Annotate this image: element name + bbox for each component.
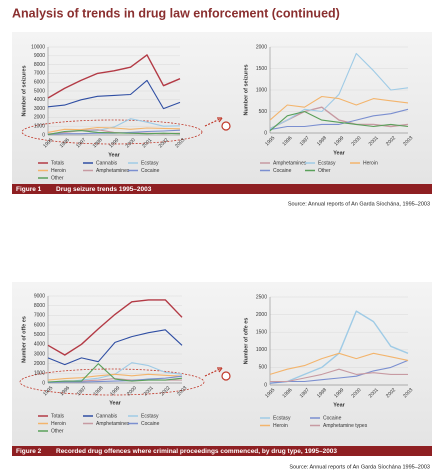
y-tick-label: 500	[259, 365, 268, 371]
y-axis-title: Number of seizures	[243, 64, 249, 115]
legend-label: Amphetamine types	[323, 423, 368, 429]
y-axis-title: Number of offe es	[21, 316, 27, 363]
legend-label: Heroin	[51, 421, 66, 427]
x-axis-title: Year	[108, 152, 120, 158]
y-tick-label: 2000	[256, 44, 267, 50]
y-tick-label: 7000	[34, 71, 45, 77]
legend-label: Cocaine	[323, 415, 342, 421]
series-line	[269, 106, 409, 130]
legend-label: Amphetamines	[96, 168, 130, 174]
series-line	[47, 373, 183, 381]
legend-label: Amphetamines	[273, 160, 307, 166]
y-tick-label: 2000	[256, 312, 267, 318]
legend-label: Cannabis	[96, 413, 118, 419]
legend-label: Ecstasy	[141, 413, 159, 419]
legend-label: Other	[51, 175, 64, 181]
legend-label: Cannabis	[96, 160, 118, 166]
y-tick-label: 6000	[34, 322, 45, 328]
legend-label: Ecstasy	[318, 160, 336, 166]
figure-source: Source: Annual reports of An Garda Síoch…	[288, 201, 430, 207]
legend-label: Cocaine	[141, 168, 160, 174]
y-tick-label: 500	[259, 109, 268, 115]
y-tick-label: 1500	[256, 330, 267, 336]
y-tick-label: 1500	[256, 66, 267, 72]
series-line	[47, 130, 181, 136]
y-tick-label: 2500	[256, 294, 267, 300]
y-tick-label: 4000	[34, 97, 45, 103]
legend-label: Ecstasy	[273, 415, 291, 421]
highlight-ellipse	[19, 368, 205, 396]
figure-panel	[12, 282, 432, 446]
legend-label: Amphetamines	[96, 421, 130, 427]
legend-label: Heroin	[273, 423, 288, 429]
y-tick-label: 1000	[34, 124, 45, 130]
y-tick-label: 0	[42, 380, 45, 386]
series-line	[47, 375, 183, 384]
legend-label: Ecstasy	[141, 160, 159, 166]
y-tick-label: 3000	[34, 106, 45, 112]
y-tick-label: 7000	[34, 313, 45, 319]
x-axis-title: Year	[333, 150, 345, 156]
figure-caption: Recorded drug offences where criminal pr…	[56, 448, 337, 455]
legend-label: Heroin	[51, 168, 66, 174]
series-line	[47, 79, 181, 110]
y-tick-label: 5000	[34, 88, 45, 94]
figure-caption: Drug seizure trends 1995–2003	[56, 186, 152, 193]
y-tick-label: 3000	[34, 351, 45, 357]
series-line	[47, 363, 183, 383]
figure-source: Source: Annual reports of An Garda Síoch…	[289, 464, 430, 470]
page-title: Analysis of trends in drug law enforceme…	[12, 6, 340, 20]
y-axis-title: Number of seizures	[21, 65, 27, 116]
y-tick-label: 1000	[256, 347, 267, 353]
x-axis-title: Year	[333, 402, 345, 408]
y-tick-label: 1000	[256, 87, 267, 93]
series-line	[269, 352, 409, 375]
legend-label: Heroin	[363, 160, 378, 166]
series-line	[269, 110, 409, 132]
x-axis-title: Year	[109, 400, 121, 406]
y-tick-label: 2000	[34, 115, 45, 121]
series-line	[269, 108, 409, 131]
y-tick-label: 9000	[34, 293, 45, 299]
series-line	[47, 126, 181, 133]
y-axis-title: Number of offe es	[243, 318, 249, 365]
series-line	[269, 95, 409, 121]
highlight-ellipse	[21, 119, 203, 145]
legend-label: Totals	[51, 413, 65, 419]
figure-panel	[12, 32, 432, 184]
y-tick-label: 8000	[34, 62, 45, 68]
series-line	[269, 52, 409, 130]
y-tick-label: 4000	[34, 342, 45, 348]
figure-label: Figure 2	[16, 448, 42, 455]
legend-label: Cocaine	[141, 421, 160, 427]
figure-label: Figure 1	[16, 186, 42, 193]
y-tick-label: 6000	[34, 80, 45, 86]
caption-bar	[12, 184, 432, 194]
series-line	[47, 54, 181, 99]
legend-label: Cocaine	[273, 168, 292, 174]
y-tick-label: 9000	[34, 53, 45, 59]
series-line	[270, 368, 408, 383]
y-tick-label: 8000	[34, 303, 45, 309]
legend-label: Totals	[51, 160, 65, 166]
y-tick-label: 2000	[34, 361, 45, 367]
legend-label: Other	[318, 168, 331, 174]
y-tick-label: 1000	[34, 371, 45, 377]
series-line	[269, 359, 409, 384]
zoom-icon	[204, 117, 231, 381]
y-tick-label: 5000	[34, 332, 45, 338]
series-line	[47, 299, 183, 356]
caption-bar	[12, 446, 432, 456]
y-tick-label: 10000	[31, 44, 45, 50]
legend-label: Other	[51, 428, 64, 434]
y-tick-label: 0	[264, 382, 267, 388]
y-tick-label: 0	[264, 130, 267, 136]
y-tick-label: 0	[42, 132, 45, 138]
series-line	[47, 329, 183, 366]
